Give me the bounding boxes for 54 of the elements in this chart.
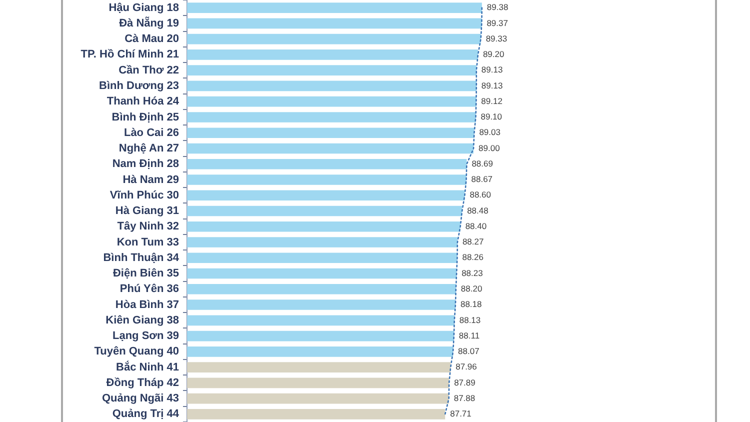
y-tick-label: Hà Giang 31 [115, 205, 179, 218]
y-tick-label: Lào Cai 26 [124, 126, 179, 139]
data-label: 88.26 [462, 252, 484, 262]
y-tick-label: Đà Nẵng 19 [119, 16, 179, 30]
y-tick-label: Bình Dương 23 [99, 80, 179, 92]
y-tick-label: Thanh Hóa 24 [106, 96, 180, 108]
y-tick-label: TP. Hồ Chí Minh 21 [80, 48, 179, 61]
data-label: 88.11 [458, 330, 480, 340]
y-tick-label: Kiên Giang 38 [106, 314, 179, 326]
y-tick-label: Hòa Bình 37 [115, 298, 179, 311]
data-label: 89.13 [481, 64, 503, 75]
y-tick-label: Tây Ninh 32 [117, 220, 179, 233]
data-label: 89.33 [486, 33, 508, 44]
y-tick-label: Hà Nam 29 [122, 174, 179, 186]
y-tick-label: Nam Định 28 [112, 158, 179, 170]
y-tick-label: Hậu Giang 18 [108, 2, 179, 14]
data-label: 88.60 [470, 190, 492, 200]
data-label: 88.27 [462, 236, 484, 247]
data-label: 89.00 [478, 142, 500, 153]
data-label: 88.69 [472, 158, 494, 168]
data-label: 88.67 [471, 174, 493, 184]
y-tick-label: Điện Biên 35 [112, 268, 179, 280]
data-label: 88.07 [458, 346, 480, 356]
data-label: 88.18 [460, 299, 482, 310]
y-tick-label: Tuyên Quang 40 [94, 346, 179, 358]
data-label: 89.13 [481, 80, 503, 90]
y-tick-label: Đồng Tháp 42 [106, 376, 179, 389]
y-tick-label: Bình Định 25 [112, 111, 179, 124]
data-label: 89.38 [486, 2, 508, 12]
data-label: 89.37 [486, 18, 508, 28]
y-tick-label: Nghệ An 27 [118, 142, 179, 155]
data-label: 88.48 [467, 205, 489, 216]
y-tick-label: Vĩnh Phúc 30 [110, 189, 179, 202]
y-tick-label: Quảng Ngãi 43 [102, 392, 179, 405]
data-label: 89.03 [479, 127, 501, 138]
y-tick-label: Kon Tum 33 [116, 236, 179, 248]
y-tick-label: Bình Thuận 34 [103, 252, 180, 264]
data-label: 88.40 [465, 220, 487, 231]
data-label: 87.96 [456, 362, 478, 372]
y-tick-label: Cần Thơ 22 [118, 64, 179, 76]
data-label: 87.88 [454, 392, 476, 403]
data-label: 88.20 [460, 283, 482, 294]
y-tick-label: Cà Mau 20 [124, 33, 179, 46]
data-label: 87.71 [450, 408, 472, 419]
y-tick-label: Phú Yên 36 [120, 283, 179, 296]
data-label: 89.12 [481, 96, 503, 106]
data-label: 88.13 [459, 314, 481, 325]
y-tick-label: Lạng Sơn 39 [112, 330, 179, 342]
y-tick-label: Bắc Ninh 41 [116, 360, 179, 374]
data-label: 88.23 [462, 268, 484, 278]
data-label: 87.89 [454, 377, 476, 388]
data-label: 89.20 [482, 49, 504, 60]
data-label: 89.10 [480, 112, 502, 122]
y-tick-label: Quảng Trị 44 [112, 408, 180, 420]
